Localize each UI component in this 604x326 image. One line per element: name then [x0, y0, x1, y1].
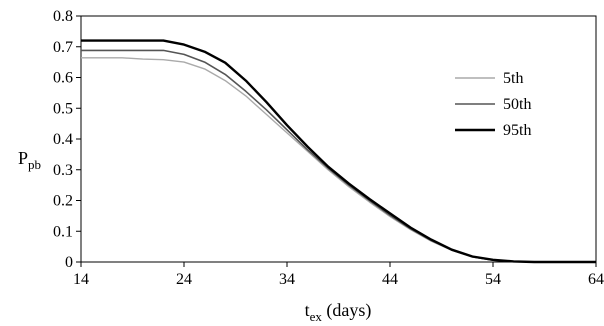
y-axis-title: Ppb — [18, 148, 41, 172]
x-tick-label: 54 — [485, 271, 501, 288]
y-tick-label: 0.8 — [53, 8, 73, 25]
x-tick-label: 24 — [176, 271, 192, 288]
x-tick-label: 14 — [73, 271, 89, 288]
plot-area-frame — [80, 15, 597, 263]
legend-label-5th: 5th — [503, 70, 523, 87]
y-tick-label: 0.5 — [53, 100, 73, 117]
x-tick-label: 34 — [279, 271, 295, 288]
y-tick-label: 0 — [65, 254, 73, 271]
series-line-5th — [81, 57, 596, 263]
y-tick-label: 0.2 — [53, 193, 73, 210]
series-layer — [81, 39, 596, 264]
x-tick-label: 44 — [382, 271, 398, 288]
legend-label-50th: 50th — [503, 96, 531, 113]
legend-label-95th: 95th — [503, 122, 531, 139]
x-tick-label: 64 — [588, 271, 604, 288]
y-tick-label: 0.1 — [53, 223, 73, 240]
series-line-95th — [81, 39, 596, 264]
x-axis-title: tex (days) — [305, 300, 372, 324]
y-tick-label: 0.3 — [53, 162, 73, 179]
x-axis: 14 24 34 44 54 64 — [73, 262, 604, 288]
y-axis: 0 0.1 0.2 0.3 0.4 0.5 0.6 0.7 0.8 — [53, 8, 81, 271]
y-tick-label: 0.7 — [53, 39, 73, 56]
legend: 5th 50th 95th — [455, 70, 531, 139]
y-tick-label: 0.4 — [53, 131, 73, 148]
y-tick-label: 0.6 — [53, 70, 73, 87]
